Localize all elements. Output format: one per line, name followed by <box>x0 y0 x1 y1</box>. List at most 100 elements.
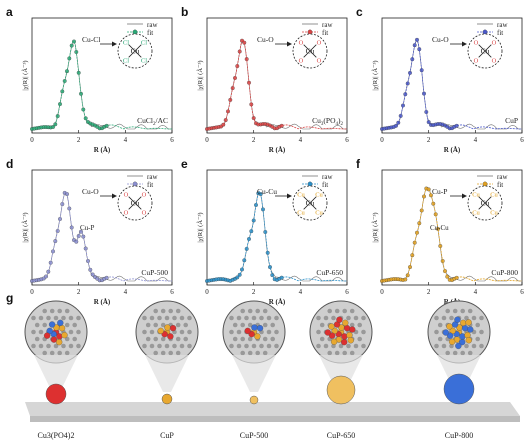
legend-fit-label: fit <box>497 181 503 189</box>
sample-label-part: 3 <box>321 122 324 127</box>
carbon-atom <box>319 322 325 328</box>
carbon-atom <box>187 315 192 321</box>
ligand-label: Cu <box>472 192 480 199</box>
carbon-atom <box>342 350 348 356</box>
carbon-atom <box>31 329 36 335</box>
carbon-atom <box>157 315 162 321</box>
carbon-atom <box>153 322 158 328</box>
x-tick-label: 4 <box>124 288 128 296</box>
fit-curve <box>31 40 173 130</box>
x-tick-label: 6 <box>345 136 349 144</box>
sample-label: CuP <box>505 116 518 125</box>
substrate-edge <box>30 416 520 422</box>
carbon-atom <box>353 343 359 349</box>
cluster-atom <box>459 338 466 346</box>
carbon-atom <box>441 315 447 321</box>
sample-label-g: CuP-800 <box>445 431 473 440</box>
carbon-atom <box>179 343 185 349</box>
sample-label: CuP-800 <box>491 268 518 277</box>
carbon-atom <box>259 315 264 321</box>
carbon-atom <box>449 315 454 321</box>
particle <box>161 393 173 405</box>
ligand-label: Cu <box>297 192 305 199</box>
carbon-atom <box>247 322 253 328</box>
legend-fit-marker <box>307 181 313 187</box>
ligand-label: Cu <box>490 210 498 217</box>
cluster-atom <box>465 319 472 326</box>
legend-raw-label: raw <box>322 173 333 181</box>
y-axis-label: |χ(R)| (Å⁻³) <box>371 212 379 242</box>
coordination-bond <box>484 50 492 58</box>
panel-letter-e: e <box>181 157 188 171</box>
carbon-atom <box>38 343 44 349</box>
carbon-atom <box>145 336 151 342</box>
cluster-atom <box>328 332 336 339</box>
carbon-atom <box>38 329 44 335</box>
cluster-atom <box>164 324 171 331</box>
carbon-atom <box>475 322 481 328</box>
sample-label-part: 2 <box>153 122 156 127</box>
center-atom-label: Cu <box>306 199 315 208</box>
legend-fit-marker <box>482 181 488 187</box>
carbon-atom <box>61 343 66 349</box>
carbon-atom <box>342 308 348 314</box>
coordination-bond <box>478 202 486 210</box>
carbon-atom <box>270 336 276 342</box>
ligand-label: O <box>317 40 322 47</box>
carbon-atom <box>266 315 272 321</box>
particle <box>443 373 475 405</box>
cluster-atom <box>244 327 251 335</box>
sample-label-part: Cu <box>312 116 321 125</box>
carbon-atom <box>164 315 170 321</box>
ligand-label: O <box>492 40 497 47</box>
carbon-atom <box>153 336 158 342</box>
carbon-atom <box>179 329 185 335</box>
carbon-atom <box>274 343 279 349</box>
carbon-atom <box>68 315 74 321</box>
panel-letter-d: d <box>6 157 13 171</box>
plot-frame <box>206 17 348 134</box>
bond2-label: Cu-Cu <box>430 224 449 232</box>
carbon-atom <box>149 343 155 349</box>
coordination-bond <box>309 50 317 58</box>
carbon-atom <box>187 329 192 335</box>
cluster-atom <box>48 321 56 328</box>
carbon-atom <box>72 322 77 328</box>
carbon-atom <box>68 329 74 335</box>
coordination-bond <box>484 44 492 52</box>
fit-point <box>88 267 93 272</box>
coordination-bond <box>309 44 317 52</box>
ligand-label: O <box>474 40 479 47</box>
cluster-atom <box>446 323 453 330</box>
carbon-atom <box>76 315 81 321</box>
carbon-atom <box>247 308 253 314</box>
x-axis-label: R (Å) <box>269 298 286 306</box>
cluster-atom <box>328 323 335 330</box>
legend-fit-label: fit <box>147 181 153 189</box>
panel-f: f0246R (Å)|χ(R)| (Å⁻³)rawfitCu-PCuCuCuCu… <box>356 157 524 306</box>
x-tick-label: 4 <box>474 288 478 296</box>
cluster-atom <box>343 325 351 332</box>
bond-arrowhead <box>112 41 117 47</box>
fit-point <box>443 269 447 274</box>
coordination-bond <box>478 44 486 52</box>
carbon-atom <box>460 308 466 314</box>
carbon-atom <box>452 308 458 314</box>
carbon-atom <box>338 343 344 349</box>
panel-g: g Cu3(PO4)2 CuP CuP-500 CuP-650 CuP-800 <box>6 291 520 440</box>
ligand-label: O <box>474 58 479 65</box>
carbon-atom <box>145 322 151 328</box>
carbon-atom <box>467 308 473 314</box>
cluster-atom <box>330 338 338 345</box>
legend-fit-marker <box>132 29 138 35</box>
cluster-atom <box>256 325 264 332</box>
carbon-atom <box>316 343 321 349</box>
